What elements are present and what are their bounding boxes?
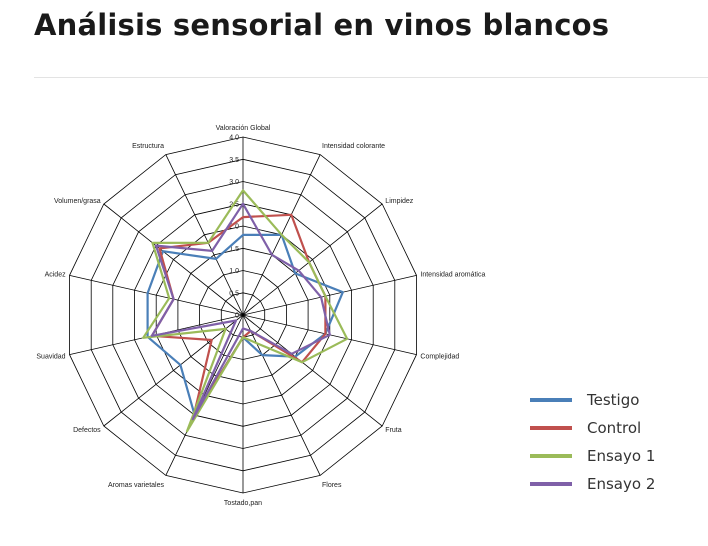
- legend-item: Testigo: [530, 386, 655, 414]
- tick-label: 0: [235, 313, 239, 320]
- axis-spoke: [242, 203, 383, 316]
- axis-label: Fruta: [385, 427, 401, 434]
- radar-series: [142, 189, 349, 433]
- legend-label: Testigo: [587, 391, 640, 409]
- tick-label: 3.5: [229, 157, 239, 164]
- legend-label: Ensayo 1: [587, 447, 656, 465]
- legend-item: Control: [530, 414, 655, 442]
- axis-label: Complejidad: [420, 353, 459, 360]
- series-line: [150, 202, 331, 421]
- axis-label: Volumen/grasa: [54, 198, 101, 205]
- legend-swatch: [530, 482, 572, 486]
- legend-swatch: [530, 398, 572, 402]
- axis-label: Limpidez: [385, 198, 414, 205]
- axis-label: Defectos: [73, 427, 101, 434]
- radar-axis-labels: Valoración Global Intensidad colorante Lim…: [36, 125, 485, 507]
- axis-label: Intensidad aromática: [420, 272, 485, 279]
- legend-item: Ensayo 2: [530, 470, 655, 498]
- axis-label: Tostado,pan: [224, 500, 262, 507]
- axis-label: Suavidad: [36, 353, 65, 360]
- axis-label: Valoración Global: [216, 125, 271, 132]
- tick-label: 3.0: [229, 179, 239, 186]
- legend-swatch: [530, 426, 572, 430]
- axis-spoke: [242, 314, 321, 476]
- legend-item: Ensayo 1: [530, 442, 655, 470]
- axis-label: Flores: [322, 482, 342, 489]
- axis-spoke: [165, 154, 244, 316]
- axis-spoke: [103, 203, 244, 316]
- tick-label: 0.5: [229, 290, 239, 297]
- tick-label: 1.0: [229, 268, 239, 275]
- tick-label: 2.0: [229, 224, 239, 231]
- axis-spoke: [69, 275, 244, 316]
- axis-label: Aromas varietales: [108, 482, 165, 489]
- tick-label: 4.0: [229, 135, 239, 142]
- axis-label: Intensidad colorante: [322, 143, 385, 150]
- axis-label: Estructura: [132, 143, 164, 150]
- axis-label: Acidez: [45, 272, 67, 279]
- axis-spoke: [242, 314, 383, 427]
- legend-label: Control: [587, 419, 642, 437]
- legend-label: Ensayo 2: [587, 475, 656, 493]
- axis-spoke: [103, 314, 244, 427]
- tick-label: 1.5: [229, 246, 239, 253]
- axis-spoke: [242, 275, 417, 316]
- page-title: Análisis sensorial en vinos blancos: [34, 8, 610, 42]
- legend: Testigo Control Ensayo 1 Ensayo 2: [530, 386, 655, 498]
- series-line: [142, 189, 349, 433]
- legend-swatch: [530, 454, 572, 458]
- title-divider: [34, 77, 708, 78]
